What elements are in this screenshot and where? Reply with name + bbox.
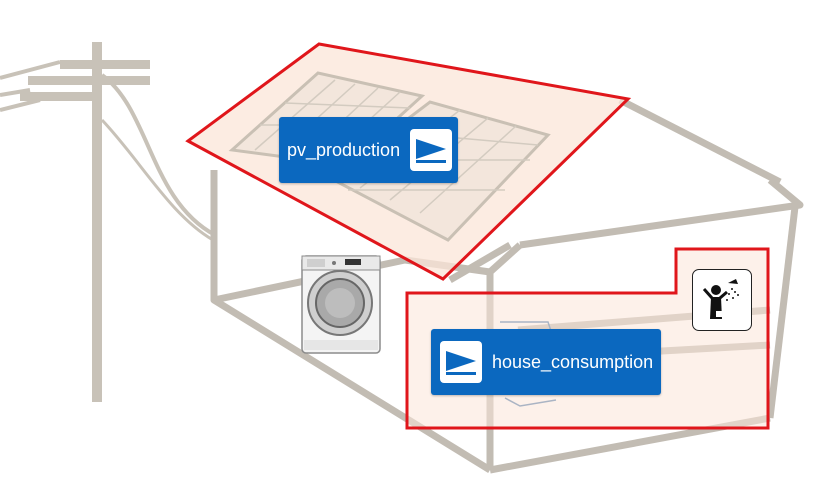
pv-production-sensor-button[interactable]: pv_production <box>279 117 458 183</box>
washing-machine-icon <box>302 256 380 353</box>
house-consumption-sensor-button[interactable]: house_consumption <box>431 329 661 395</box>
sensor-arrow-icon <box>410 129 452 171</box>
shower-icon[interactable] <box>692 269 752 331</box>
pv-production-label: pv_production <box>287 140 400 161</box>
sensor-arrow-icon <box>440 341 482 383</box>
power-pole-icon <box>0 42 215 402</box>
house-consumption-label: house_consumption <box>492 352 653 373</box>
